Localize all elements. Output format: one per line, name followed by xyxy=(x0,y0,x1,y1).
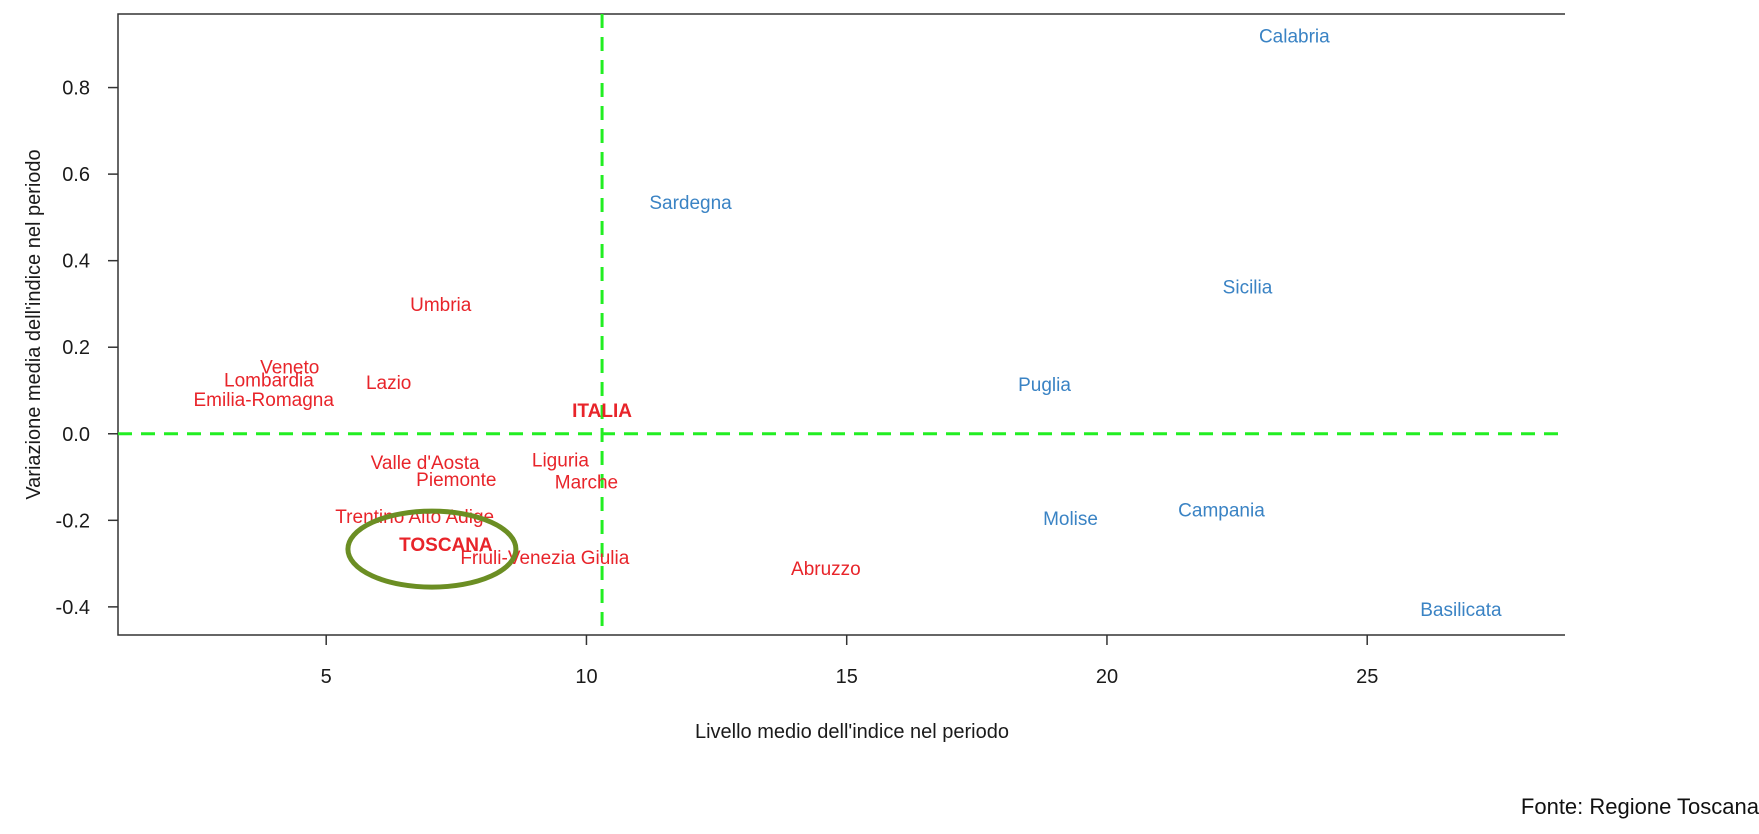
point-label-sicilia: Sicilia xyxy=(1223,278,1273,299)
point-label-friuli-venezia-giulia: Friuli-Venezia Giulia xyxy=(460,548,629,569)
y-tick-label: -0.2 xyxy=(56,510,90,532)
plot-border xyxy=(117,13,1565,636)
point-label-piemonte: Piemonte xyxy=(416,470,496,491)
point-label-sardegna: Sardegna xyxy=(649,193,732,214)
y-tick-label: 0.2 xyxy=(62,337,90,359)
y-axis-title: Variazione media dell'indice nel periodo xyxy=(23,149,45,499)
point-label-liguria: Liguria xyxy=(532,451,589,472)
point-label-abruzzo: Abruzzo xyxy=(791,559,861,580)
point-label-valle-d-aosta: Valle d'Aosta xyxy=(371,453,480,474)
plot-frame xyxy=(117,13,1565,636)
point-label-italia: ITALIA xyxy=(572,401,632,422)
point-label-marche: Marche xyxy=(555,472,618,493)
point-label-toscana: TOSCANA xyxy=(399,535,493,556)
point-label-veneto: Veneto xyxy=(260,358,319,379)
reference-lines xyxy=(118,14,1565,635)
x-tick-label: 5 xyxy=(321,666,332,688)
source-note: Fonte: Regione Toscana xyxy=(1520,794,1759,819)
y-tick-label: 0.8 xyxy=(62,78,90,100)
y-tick-label: -0.4 xyxy=(56,597,90,619)
axis-ticks: 5 10 15 20 25 -0.4 -0.2 0.0 0.2 0.4 0.6 0.8 xyxy=(56,78,1379,688)
y-tick-label: 0.4 xyxy=(62,251,90,273)
point-label-lazio: Lazio xyxy=(366,373,411,394)
x-tick-label: 10 xyxy=(575,666,597,688)
point-label-lombardia: Lombardia xyxy=(224,371,314,392)
y-tick-label: 0.6 xyxy=(62,164,90,186)
point-label-calabria: Calabria xyxy=(1259,27,1330,48)
x-axis-title: Livello medio dell'indice nel periodo xyxy=(695,721,1009,743)
point-label-campania: Campania xyxy=(1178,501,1265,522)
y-tick-label: 0.0 xyxy=(62,424,90,446)
highlight-layer xyxy=(345,508,519,590)
highlight-ellipse xyxy=(345,508,519,590)
point-label-puglia: Puglia xyxy=(1018,375,1071,396)
point-label-molise: Molise xyxy=(1043,509,1098,530)
point-label-emilia-romagna: Emilia-Romagna xyxy=(194,390,335,411)
x-tick-label: 15 xyxy=(836,666,858,688)
x-tick-label: 20 xyxy=(1096,666,1118,688)
point-label-basilicata: Basilicata xyxy=(1420,600,1502,621)
point-labels: Calabria Sardegna Sicilia Umbria VenetoLomba… xyxy=(194,27,1502,621)
point-label-umbria: Umbria xyxy=(410,295,472,316)
x-tick-label: 25 xyxy=(1356,666,1378,688)
